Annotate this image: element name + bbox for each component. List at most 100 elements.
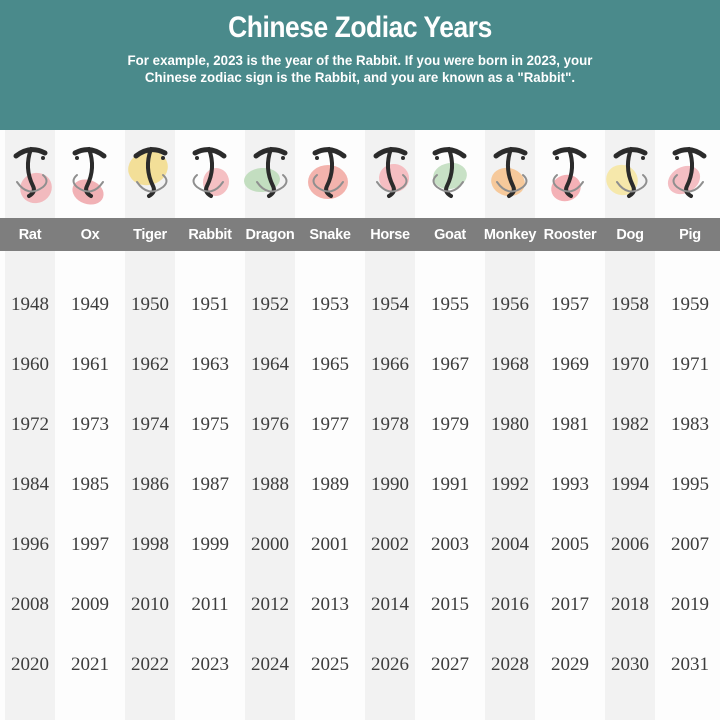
year-cell-ox-2009: 2009 <box>71 594 109 615</box>
year-cell-goat-1955: 1955 <box>431 294 469 315</box>
year-cell-rabbit-2011: 2011 <box>191 594 229 615</box>
column-header-ox: Ox <box>80 226 100 243</box>
year-cell-dog-1994: 1994 <box>611 474 649 495</box>
year-cell-dragon-2012: 2012 <box>251 594 289 615</box>
year-cell-snake-1953: 1953 <box>311 294 349 315</box>
page-subtitle: For example, 2023 is the year of the Rab… <box>56 52 664 86</box>
column-header-rooster: Rooster <box>543 226 597 243</box>
year-cell-rooster-2017: 2017 <box>551 594 589 615</box>
zodiac-icon-dog <box>600 130 660 218</box>
year-cell-snake-2013: 2013 <box>311 594 349 615</box>
year-cell-goat-1967: 1967 <box>431 354 469 375</box>
year-cell-goat-2003: 2003 <box>431 534 469 555</box>
year-cell-tiger-1950: 1950 <box>131 294 169 315</box>
year-cell-ox-1961: 1961 <box>71 354 109 375</box>
year-cell-monkey-2004: 2004 <box>491 534 529 555</box>
year-cell-rabbit-1999: 1999 <box>191 534 229 555</box>
year-cell-tiger-1986: 1986 <box>131 474 169 495</box>
year-cell-tiger-1962: 1962 <box>131 354 169 375</box>
year-cell-dragon-1952: 1952 <box>251 294 289 315</box>
year-cell-rabbit-1975: 1975 <box>191 414 229 435</box>
year-cell-rabbit-1963: 1963 <box>191 354 229 375</box>
year-cell-pig-1983: 1983 <box>671 414 709 435</box>
year-cell-goat-1979: 1979 <box>431 414 469 435</box>
year-cell-pig-2007: 2007 <box>671 534 709 555</box>
year-cell-monkey-2028: 2028 <box>491 654 529 675</box>
zodiac-icon-rabbit <box>180 130 240 218</box>
year-cell-goat-2027: 2027 <box>431 654 469 675</box>
year-cell-rabbit-1987: 1987 <box>191 474 229 495</box>
zodiac-icon-tiger <box>120 130 180 218</box>
year-cell-rat-1996: 1996 <box>11 534 49 555</box>
column-header-rat: Rat <box>18 226 42 243</box>
column-header-monkey: Monkey <box>483 226 537 243</box>
year-cell-horse-1966: 1966 <box>371 354 409 375</box>
year-cell-monkey-1968: 1968 <box>491 354 529 375</box>
year-cell-snake-2025: 2025 <box>311 654 349 675</box>
year-cell-tiger-2022: 2022 <box>131 654 169 675</box>
year-cell-dragon-2024: 2024 <box>251 654 289 675</box>
year-cell-dog-2018: 2018 <box>611 594 649 615</box>
page-subtitle-line2: Chinese zodiac sign is the Rabbit, and y… <box>144 69 576 85</box>
column-header-pig: Pig <box>679 226 701 243</box>
year-cell-dragon-1988: 1988 <box>251 474 289 495</box>
year-cell-rooster-1981: 1981 <box>551 414 589 435</box>
year-cell-horse-1990: 1990 <box>371 474 409 495</box>
year-cell-snake-1977: 1977 <box>311 414 349 435</box>
column-header-tiger: Tiger <box>133 226 167 243</box>
year-cell-horse-2002: 2002 <box>371 534 409 555</box>
year-cell-ox-2021: 2021 <box>71 654 109 675</box>
year-cell-tiger-1998: 1998 <box>131 534 169 555</box>
year-cell-tiger-2010: 2010 <box>131 594 169 615</box>
year-cell-rat-1984: 1984 <box>11 474 49 495</box>
zodiac-icon-snake <box>300 130 360 218</box>
column-header-horse: Horse <box>370 226 410 243</box>
year-cell-pig-1995: 1995 <box>671 474 709 495</box>
page-subtitle-line1: For example, 2023 is the year of the Rab… <box>127 52 593 68</box>
year-cell-goat-1991: 1991 <box>431 474 469 495</box>
year-cell-horse-2026: 2026 <box>371 654 409 675</box>
zodiac-years-table: 1948 1949 1950 1951 1952 1953 1954 1955 1956 1957… <box>0 251 720 720</box>
year-cell-rooster-1993: 1993 <box>551 474 589 495</box>
zodiac-icon-horse <box>360 130 420 218</box>
year-cell-dog-1970: 1970 <box>611 354 649 375</box>
year-cell-tiger-1974: 1974 <box>131 414 169 435</box>
year-cell-ox-1973: 1973 <box>71 414 109 435</box>
year-cell-rooster-2005: 2005 <box>551 534 589 555</box>
year-cell-snake-1965: 1965 <box>311 354 349 375</box>
year-cell-rooster-1957: 1957 <box>551 294 589 315</box>
year-cell-rooster-2029: 2029 <box>551 654 589 675</box>
column-header-goat: Goat <box>434 226 466 243</box>
year-cell-ox-1949: 1949 <box>71 294 109 315</box>
year-cell-horse-2014: 2014 <box>371 594 409 615</box>
zodiac-icon-rooster <box>540 130 600 218</box>
zodiac-icon-ox <box>60 130 120 218</box>
column-header-snake: Snake <box>309 226 351 243</box>
column-header-dog: Dog <box>616 226 644 243</box>
year-cell-rat-2008: 2008 <box>11 594 49 615</box>
column-header-rabbit: Rabbit <box>188 226 232 243</box>
zodiac-icon-goat <box>420 130 480 218</box>
year-cell-pig-2019: 2019 <box>671 594 709 615</box>
zodiac-icon-dragon <box>240 130 300 218</box>
zodiac-icon-pig <box>660 130 720 218</box>
year-cell-dragon-1976: 1976 <box>251 414 289 435</box>
year-cell-pig-2031: 2031 <box>671 654 709 675</box>
year-cell-dog-1958: 1958 <box>611 294 649 315</box>
year-cell-rooster-1969: 1969 <box>551 354 589 375</box>
year-cell-monkey-1956: 1956 <box>491 294 529 315</box>
page-title: Chinese Zodiac Years <box>228 11 492 44</box>
column-header-dragon: Dragon <box>245 226 295 243</box>
year-cell-goat-2015: 2015 <box>431 594 469 615</box>
year-cell-pig-1959: 1959 <box>671 294 709 315</box>
zodiac-icon-row <box>0 130 720 218</box>
year-cell-pig-1971: 1971 <box>671 354 709 375</box>
year-cell-monkey-1992: 1992 <box>491 474 529 495</box>
year-cell-monkey-2016: 2016 <box>491 594 529 615</box>
year-cell-rat-1960: 1960 <box>11 354 49 375</box>
year-cell-dog-2006: 2006 <box>611 534 649 555</box>
year-cell-dragon-1964: 1964 <box>251 354 289 375</box>
year-cell-ox-1997: 1997 <box>71 534 109 555</box>
zodiac-icon-rat <box>0 130 60 218</box>
